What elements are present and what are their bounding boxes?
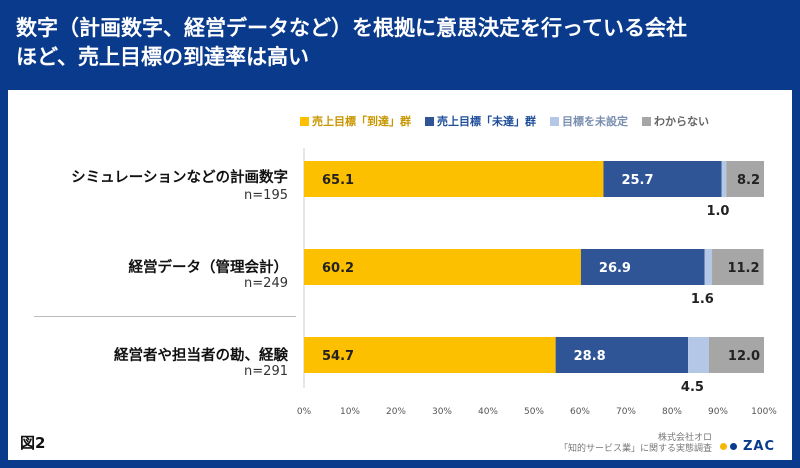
bar-reached-2 (304, 249, 581, 285)
chart-title: 数字（計画数字、経営データなど）を根拠に意思決定を行っている会社 ほど、売上目標… (16, 14, 786, 72)
x-tick-label-0: 0% (297, 407, 312, 417)
x-tick-label-6: 60% (570, 407, 590, 417)
value-label-reached-1: 65.1 (322, 173, 354, 188)
x-tick-label-3: 30% (432, 407, 452, 417)
legend-item-reached: 売上目標「到達」群 (300, 113, 411, 129)
x-tick-label-1: 10% (340, 407, 360, 417)
category-n-3: n=291 (244, 364, 288, 379)
legend-label-unknown: わからない (654, 115, 709, 128)
category-label-2: 経営データ（管理会計） (128, 260, 289, 276)
logo-text: ZAC (743, 438, 776, 454)
bar-unknown-1 (726, 161, 764, 197)
logo-dot-yellow (720, 442, 727, 450)
value-label-unknown-2: 11.2 (727, 261, 759, 276)
x-tick-label-9: 90% (708, 407, 728, 417)
source-survey: 「知的サービス業」に関する実態調査 (558, 444, 712, 454)
bar-unknown-2 (712, 249, 764, 285)
legend-swatch-not-reached (425, 116, 434, 126)
category-label-3: 経営者や担当者の勘、経験 (114, 348, 288, 364)
x-tick-label-7: 70% (616, 407, 636, 417)
value-label-reached-2: 60.2 (322, 261, 354, 276)
x-tick-label-5: 50% (524, 407, 544, 417)
legend-swatch-no-target (550, 116, 559, 126)
x-tick-label-10: 100% (751, 407, 777, 417)
bar-no-target-3 (688, 337, 709, 373)
bar-no-target-1 (721, 161, 727, 197)
value-label-not-reached-3: 28.8 (574, 349, 606, 364)
legend-swatch-reached (300, 116, 309, 126)
value-label-no-target-1: 1.0 (706, 204, 729, 219)
bar-not-reached-3 (555, 337, 689, 373)
bar-no-target-2 (704, 249, 713, 285)
legend-item-unknown: わからない (642, 113, 709, 129)
title-line-2: ほど、売上目標の到達率は高い (16, 45, 309, 69)
value-label-unknown-1: 8.2 (737, 173, 760, 188)
logo-dot-blue (730, 442, 737, 450)
legend: 売上目標「到達」群 売上目標「未達」群 目標を未設定 わからない (300, 113, 709, 129)
bar-reached-1 (304, 161, 604, 197)
category-label-1: シミュレーションなどの計画数字 (71, 170, 288, 186)
bar-not-reached-2 (580, 249, 705, 285)
legend-item-not-reached: 売上目標「未達」群 (425, 113, 536, 129)
figure-label: 図2 (20, 434, 46, 452)
value-label-no-target-3: 4.5 (681, 380, 704, 395)
category-n-1: n=195 (244, 188, 288, 203)
zac-logo: ZAC (720, 435, 775, 457)
value-label-no-target-2: 1.6 (691, 292, 714, 307)
x-tick-label-2: 20% (386, 407, 406, 417)
legend-item-no-target: 目標を未設定 (550, 113, 628, 129)
title-line-1: 数字（計画数字、経営データなど）を根拠に意思決定を行っている会社 (16, 16, 687, 40)
value-label-not-reached-2: 26.9 (599, 261, 631, 276)
value-label-reached-3: 54.7 (322, 349, 354, 364)
legend-label-not-reached: 売上目標「未達」群 (437, 115, 536, 128)
bar-not-reached-1 (603, 161, 722, 197)
bar-reached-3 (304, 337, 556, 373)
value-label-not-reached-1: 25.7 (621, 173, 653, 188)
category-divider (34, 316, 296, 317)
value-label-unknown-3: 12.0 (728, 349, 760, 364)
category-n-2: n=249 (244, 276, 288, 291)
bar-unknown-3 (708, 337, 764, 373)
legend-swatch-unknown (642, 116, 651, 126)
source-note: 株式会社オロ 「知的サービス業」に関する実態調査 (520, 433, 712, 455)
legend-label-no-target: 目標を未設定 (562, 115, 628, 128)
x-tick-label-8: 80% (662, 407, 682, 417)
x-tick-label-4: 40% (478, 407, 498, 417)
source-company: 株式会社オロ (657, 433, 712, 443)
legend-label-reached: 売上目標「到達」群 (312, 115, 411, 128)
